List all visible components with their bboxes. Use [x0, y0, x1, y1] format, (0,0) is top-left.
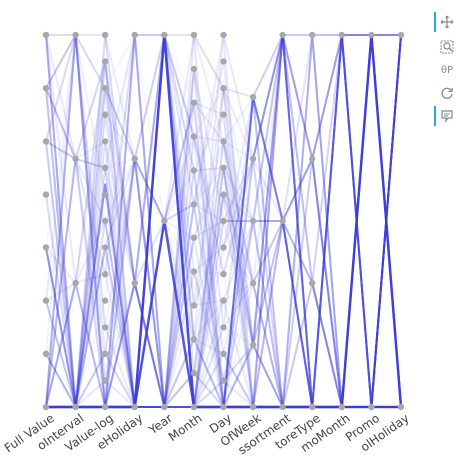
axis-point: [249, 279, 257, 287]
axis-point: [220, 403, 227, 411]
axis-point: [131, 403, 138, 411]
axis-point: [161, 403, 168, 411]
axis-point: [338, 403, 346, 411]
axis-point: [190, 31, 198, 39]
axis-point: [220, 271, 227, 278]
axis-point: [42, 297, 50, 304]
axis-point: [190, 234, 198, 241]
axis-point: [190, 268, 198, 275]
axis-point: [190, 201, 198, 208]
box-zoom-tool-button[interactable]: [436, 37, 458, 57]
box-zoom-icon: [440, 40, 454, 54]
axis-point: [72, 403, 79, 411]
axis-point: [131, 31, 138, 39]
axis-point: [190, 403, 198, 411]
axis-point: [309, 155, 316, 163]
axis-point: [279, 31, 286, 39]
axis-point: [220, 191, 227, 198]
hover-icon: [441, 110, 453, 123]
axis-point: [101, 403, 109, 411]
axis-point: [42, 138, 50, 145]
axis-point: [190, 99, 198, 106]
axis-point: [249, 341, 257, 349]
axis-point: [220, 164, 227, 171]
axis-point: [101, 324, 109, 331]
axis-point: [249, 93, 257, 101]
hover-tool-button[interactable]: [434, 106, 458, 126]
axis-point: [161, 31, 168, 39]
axis-point: [190, 336, 198, 343]
axis-points: [42, 31, 405, 411]
axis-point: [220, 138, 227, 145]
axis-point: [42, 350, 50, 357]
axis-point: [249, 217, 257, 225]
axis-point: [220, 58, 227, 65]
axis-point: [220, 297, 227, 304]
axis-point: [72, 31, 79, 39]
axis-point: [42, 31, 50, 39]
axis-point: [220, 85, 227, 92]
axis-point: [397, 31, 405, 39]
plot-background: [0, 0, 434, 469]
wheel-zoom-icon: θP: [440, 64, 454, 76]
axis-point: [309, 279, 316, 287]
axis-point: [338, 31, 346, 39]
axis-point: [131, 155, 138, 163]
axis-point: [42, 244, 50, 251]
axis-point: [397, 403, 405, 411]
axis-point: [220, 31, 227, 39]
axis-point: [190, 167, 198, 174]
axis-point: [101, 111, 109, 118]
axis-point: [309, 31, 316, 39]
axis-point: [131, 279, 138, 287]
axis-point: [190, 369, 198, 377]
axis-point: [101, 271, 109, 278]
axis-point: [368, 403, 375, 411]
axis-point: [101, 350, 109, 357]
axis-point: [249, 155, 257, 163]
reset-tool-button[interactable]: [436, 83, 458, 103]
pan-tool-button[interactable]: [434, 12, 458, 32]
axis-point: [309, 403, 316, 411]
axis-point: [72, 155, 79, 163]
axis-point: [220, 324, 227, 331]
axis-point: [220, 111, 227, 118]
axis-point: [101, 138, 109, 145]
axis-point: [279, 403, 286, 411]
axis-point: [279, 217, 286, 225]
pan-icon: [440, 15, 454, 29]
reset-icon: [441, 87, 453, 99]
axis-point: [190, 133, 198, 140]
axis-point: [190, 302, 198, 309]
axis-point: [101, 191, 109, 198]
axis-point: [220, 217, 227, 225]
axis-point: [101, 244, 109, 251]
axis-point: [161, 217, 168, 225]
axis-point: [220, 350, 227, 357]
axis-point: [220, 377, 227, 384]
axis-point: [42, 403, 50, 411]
axis-point: [42, 191, 50, 198]
axis-point: [368, 31, 375, 39]
axis-point: [101, 58, 109, 65]
axis-point: [101, 217, 109, 225]
axis-point: [101, 164, 109, 171]
axis-point: [101, 297, 109, 304]
axis-point: [42, 85, 50, 92]
axis-point: [101, 85, 109, 92]
axis-point: [190, 65, 198, 73]
axis-point: [72, 279, 79, 287]
axis-point: [101, 31, 109, 39]
chart-toolbar: θP: [434, 10, 458, 140]
wheel-zoom-tool-button[interactable]: θP: [436, 60, 458, 80]
axis-point: [101, 377, 109, 384]
axis-point: [249, 403, 257, 411]
axis-point: [220, 244, 227, 251]
